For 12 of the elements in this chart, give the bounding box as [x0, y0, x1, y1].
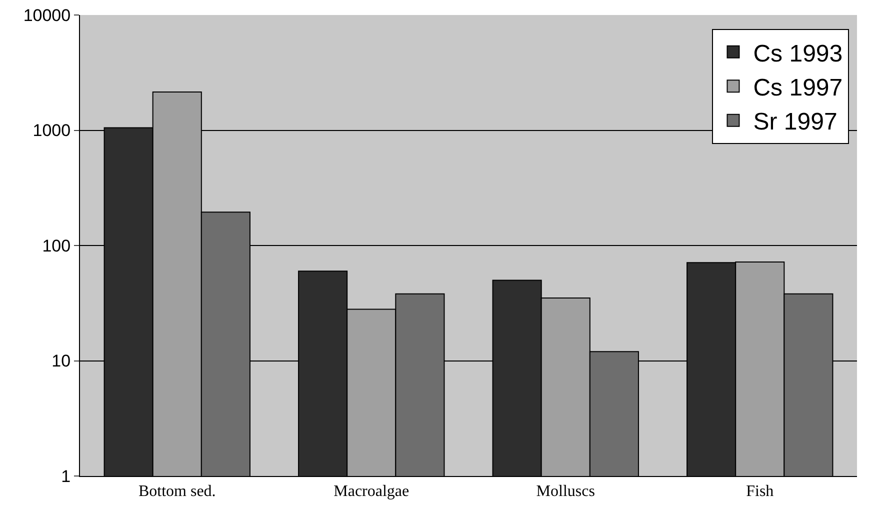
y-tick-label: 1	[61, 466, 71, 486]
legend-label: Cs 1997	[753, 74, 843, 102]
y-tick-label: 10	[52, 352, 71, 371]
y-tick-label: 1000	[32, 121, 71, 140]
y-tick-label: 10000	[23, 6, 71, 25]
legend-label: Cs 1993	[753, 40, 843, 68]
x-tick-label: Bottom sed.	[138, 483, 216, 500]
x-tick-label: Molluscs	[536, 483, 595, 500]
y-tick-label: 100	[42, 236, 71, 256]
x-tick-label: Fish	[746, 483, 774, 500]
legend-label: Sr 1997	[753, 108, 838, 136]
x-tick-label: Macroalgae	[334, 483, 410, 500]
